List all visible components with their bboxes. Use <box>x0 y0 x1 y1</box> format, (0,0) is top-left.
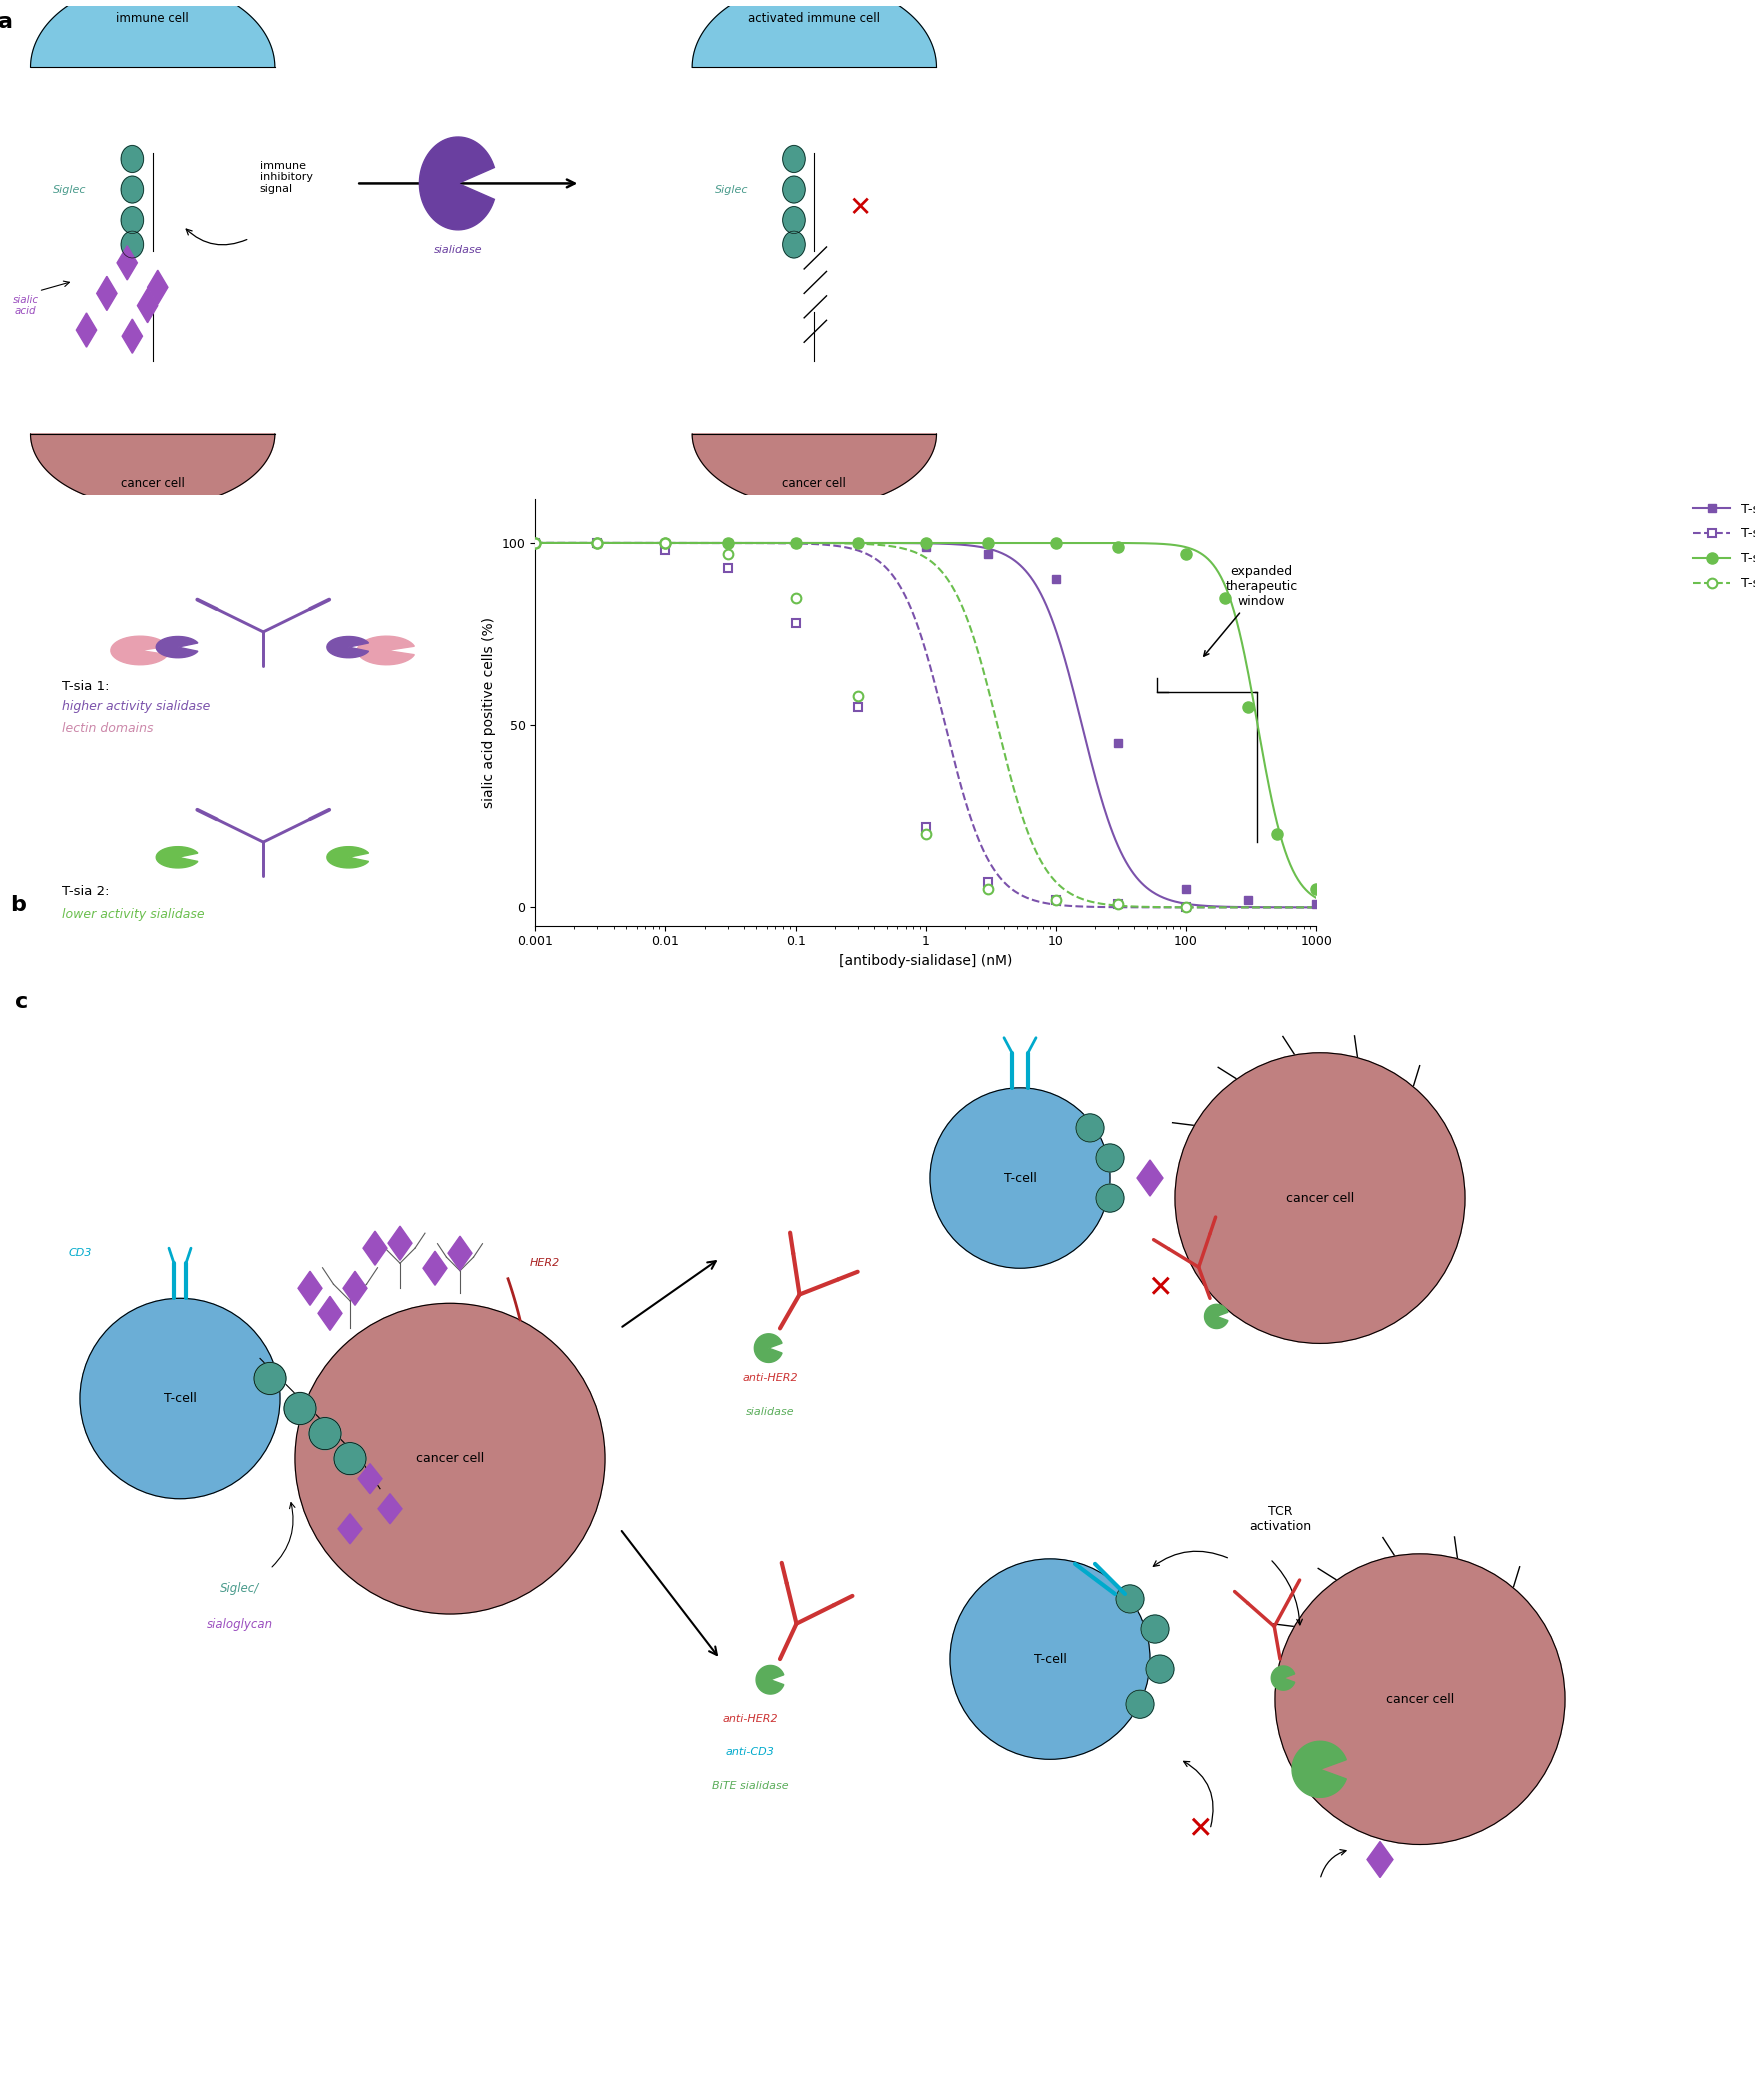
Text: activated immune cell: activated immune cell <box>748 12 881 25</box>
Polygon shape <box>156 847 198 867</box>
Polygon shape <box>358 636 414 666</box>
Y-axis label: sialic acid positive cells (%): sialic acid positive cells (%) <box>483 618 497 807</box>
Polygon shape <box>419 137 495 231</box>
Text: c: c <box>16 992 28 1011</box>
Polygon shape <box>111 636 168 666</box>
Text: a: a <box>0 12 12 33</box>
Polygon shape <box>156 636 198 657</box>
Circle shape <box>121 177 144 204</box>
Polygon shape <box>1292 1741 1346 1797</box>
Text: cancer cell: cancer cell <box>783 476 846 489</box>
Circle shape <box>121 146 144 173</box>
Text: TCR
activation: TCR activation <box>1250 1504 1311 1533</box>
Polygon shape <box>326 636 369 657</box>
Text: BiTE sialidase: BiTE sialidase <box>713 1780 788 1791</box>
Circle shape <box>1097 1184 1123 1213</box>
Text: Siglec/: Siglec/ <box>221 1583 260 1595</box>
Circle shape <box>1274 1554 1565 1845</box>
Text: CD3: CD3 <box>68 1248 91 1258</box>
Circle shape <box>1146 1656 1174 1683</box>
Circle shape <box>121 206 144 233</box>
Text: immune cell: immune cell <box>116 12 190 25</box>
Text: sialidase: sialidase <box>746 1406 795 1416</box>
Polygon shape <box>339 1514 362 1543</box>
Circle shape <box>333 1444 367 1475</box>
Polygon shape <box>377 1493 402 1525</box>
Text: T-sia 2:: T-sia 2: <box>63 886 111 899</box>
Polygon shape <box>1137 1161 1164 1196</box>
Polygon shape <box>756 1666 784 1693</box>
Text: cancer cell: cancer cell <box>121 476 184 489</box>
Text: HER2: HER2 <box>530 1258 560 1269</box>
Circle shape <box>1141 1614 1169 1643</box>
Text: b: b <box>11 894 26 915</box>
Polygon shape <box>363 1231 388 1265</box>
Circle shape <box>783 206 806 233</box>
Text: cancer cell: cancer cell <box>416 1452 484 1464</box>
Text: immune
inhibitory
signal: immune inhibitory signal <box>260 160 312 193</box>
Text: lectin domains: lectin domains <box>63 722 154 734</box>
Text: anti-HER2: anti-HER2 <box>723 1714 777 1724</box>
Text: T-cell: T-cell <box>1034 1654 1067 1666</box>
Text: sialidase: sialidase <box>433 245 483 254</box>
Text: higher activity sialidase: higher activity sialidase <box>63 699 211 713</box>
Circle shape <box>121 231 144 258</box>
Text: ✕: ✕ <box>1148 1273 1172 1302</box>
Circle shape <box>284 1392 316 1425</box>
Circle shape <box>295 1304 605 1614</box>
Text: anti-CD3: anti-CD3 <box>725 1747 774 1758</box>
Circle shape <box>1076 1115 1104 1142</box>
Polygon shape <box>318 1296 342 1331</box>
Polygon shape <box>1367 1841 1393 1878</box>
Polygon shape <box>137 289 158 322</box>
Text: T-sia 1:: T-sia 1: <box>63 680 111 693</box>
Text: T-cell: T-cell <box>163 1392 197 1404</box>
Text: cancer cell: cancer cell <box>1286 1192 1355 1204</box>
Text: T-cell: T-cell <box>1004 1171 1037 1184</box>
Polygon shape <box>755 1333 783 1362</box>
Circle shape <box>309 1419 340 1450</box>
Polygon shape <box>123 318 142 354</box>
Circle shape <box>1116 1585 1144 1612</box>
Polygon shape <box>1204 1304 1228 1329</box>
Polygon shape <box>298 1271 321 1306</box>
Polygon shape <box>358 1464 383 1493</box>
Polygon shape <box>30 435 276 508</box>
X-axis label: [antibody-sialidase] (nM): [antibody-sialidase] (nM) <box>839 955 1013 967</box>
Polygon shape <box>118 245 137 281</box>
Text: expanded
therapeutic
window: expanded therapeutic window <box>1204 566 1297 655</box>
Legend: T-sia 1 on HER2- cells, T-sia 1 on HER2+ cells, T-sia 2 on HER2- cells, T-sia 2 : T-sia 1 on HER2- cells, T-sia 1 on HER2+… <box>1688 497 1755 595</box>
Circle shape <box>783 231 806 258</box>
Polygon shape <box>77 312 97 347</box>
Polygon shape <box>691 435 937 508</box>
Text: lower activity sialidase: lower activity sialidase <box>63 907 205 921</box>
Circle shape <box>254 1362 286 1394</box>
Polygon shape <box>30 0 276 67</box>
Circle shape <box>81 1298 281 1500</box>
Polygon shape <box>147 270 168 304</box>
Circle shape <box>1127 1691 1155 1718</box>
Text: sialoglycan: sialoglycan <box>207 1618 274 1631</box>
Polygon shape <box>691 0 937 67</box>
Text: cancer cell: cancer cell <box>1386 1693 1455 1706</box>
Polygon shape <box>342 1271 367 1306</box>
Polygon shape <box>388 1225 412 1260</box>
Polygon shape <box>326 847 369 867</box>
Text: sialic
acid: sialic acid <box>12 295 39 316</box>
Circle shape <box>1176 1052 1465 1344</box>
Circle shape <box>783 177 806 204</box>
Text: Siglec: Siglec <box>53 185 86 196</box>
Text: ✕: ✕ <box>1186 1816 1213 1845</box>
Polygon shape <box>1271 1666 1295 1691</box>
Circle shape <box>783 146 806 173</box>
Text: anti-HER2: anti-HER2 <box>742 1373 799 1383</box>
Text: Siglec: Siglec <box>714 185 748 196</box>
Circle shape <box>949 1558 1150 1760</box>
Text: ✕: ✕ <box>848 193 872 223</box>
Circle shape <box>1097 1144 1123 1171</box>
Polygon shape <box>448 1236 472 1271</box>
Polygon shape <box>97 277 118 310</box>
Polygon shape <box>423 1252 448 1285</box>
Circle shape <box>930 1088 1109 1269</box>
